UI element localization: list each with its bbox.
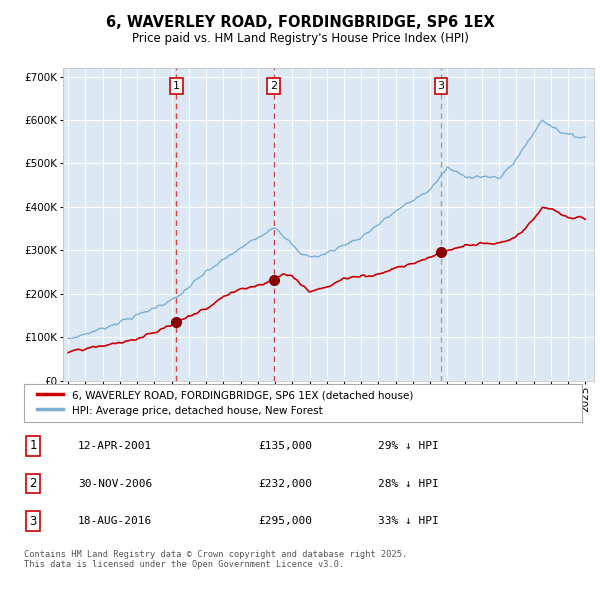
Text: 1: 1 xyxy=(173,81,180,91)
Text: 2: 2 xyxy=(29,477,37,490)
Text: 3: 3 xyxy=(437,81,445,91)
Text: 2: 2 xyxy=(270,81,277,91)
Text: 18-AUG-2016: 18-AUG-2016 xyxy=(78,516,152,526)
Text: £135,000: £135,000 xyxy=(258,441,312,451)
Legend: 6, WAVERLEY ROAD, FORDINGBRIDGE, SP6 1EX (detached house), HPI: Average price, d: 6, WAVERLEY ROAD, FORDINGBRIDGE, SP6 1EX… xyxy=(32,385,418,421)
Text: Contains HM Land Registry data © Crown copyright and database right 2025.
This d: Contains HM Land Registry data © Crown c… xyxy=(24,550,407,569)
Text: 6, WAVERLEY ROAD, FORDINGBRIDGE, SP6 1EX: 6, WAVERLEY ROAD, FORDINGBRIDGE, SP6 1EX xyxy=(106,15,494,30)
Text: Price paid vs. HM Land Registry's House Price Index (HPI): Price paid vs. HM Land Registry's House … xyxy=(131,32,469,45)
Text: 28% ↓ HPI: 28% ↓ HPI xyxy=(378,478,439,489)
Text: 29% ↓ HPI: 29% ↓ HPI xyxy=(378,441,439,451)
Text: 3: 3 xyxy=(29,514,37,528)
Text: £295,000: £295,000 xyxy=(258,516,312,526)
Text: 12-APR-2001: 12-APR-2001 xyxy=(78,441,152,451)
Text: £232,000: £232,000 xyxy=(258,478,312,489)
Text: 30-NOV-2006: 30-NOV-2006 xyxy=(78,478,152,489)
Text: 33% ↓ HPI: 33% ↓ HPI xyxy=(378,516,439,526)
Text: 1: 1 xyxy=(29,439,37,453)
